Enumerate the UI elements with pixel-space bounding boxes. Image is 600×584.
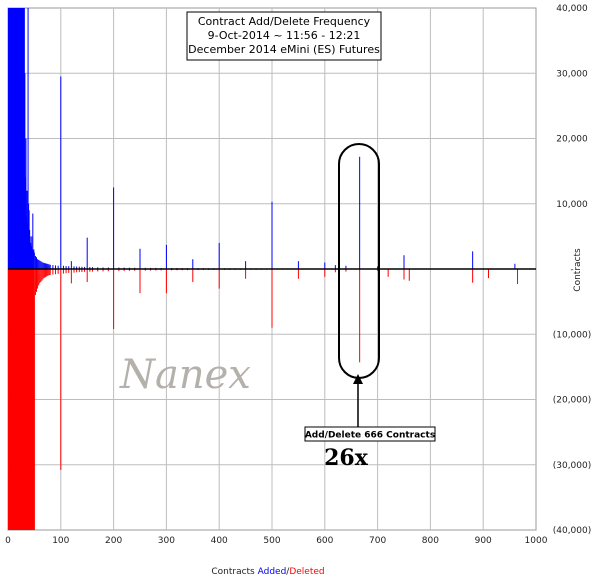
chart-title-line-3: December 2014 eMini (ES) Futures xyxy=(188,43,380,56)
x-axis-title-prefix: Contracts xyxy=(211,567,257,577)
x-tick-label: 900 xyxy=(475,536,492,546)
y-tick-label: (20,000) xyxy=(553,396,592,406)
x-tick-label: 400 xyxy=(211,536,228,546)
y-tick-label: (30,000) xyxy=(553,461,592,471)
y-axis-ticks: 40,000 30,000 20,000 10,000 - (10,000) (20,000… xyxy=(553,4,592,536)
callout-label: Add/Delete 666 Contracts xyxy=(305,431,435,441)
chart-title-line-1: Contract Add/Delete Frequency xyxy=(198,15,371,28)
x-tick-label: 300 xyxy=(158,536,175,546)
x-tick-label: 1000 xyxy=(525,536,548,546)
y-tick-label: (40,000) xyxy=(553,526,592,536)
x-tick-label: 800 xyxy=(422,536,439,546)
y-tick-label: - xyxy=(570,265,573,275)
callout-arrow-head xyxy=(353,374,363,384)
series-deleted xyxy=(8,269,519,530)
x-tick-label: 0 xyxy=(5,536,11,546)
x-tick-label: 200 xyxy=(105,536,122,546)
x-axis-title: Contracts Added/Deleted xyxy=(211,567,324,577)
watermark: Nanex xyxy=(119,352,251,398)
x-tick-label: 500 xyxy=(263,536,280,546)
chart-title-line-2: 9-Oct-2014 ~ 11:56 - 12:21 xyxy=(208,29,361,42)
x-tick-label: 600 xyxy=(316,536,333,546)
y-tick-label: 40,000 xyxy=(556,4,588,14)
y-axis-title: Contracts xyxy=(573,248,583,292)
x-axis-ticks: 0 100 200 300 400 500 600 700 800 900 1000 xyxy=(5,536,548,546)
x-axis-title-deleted: Deleted xyxy=(289,567,324,577)
y-tick-label: 30,000 xyxy=(556,69,588,79)
x-tick-label: 700 xyxy=(369,536,386,546)
y-tick-label: 10,000 xyxy=(556,200,588,210)
multiplier-note: 26x xyxy=(324,445,369,471)
callout-box xyxy=(304,426,436,442)
y-tick-label: 20,000 xyxy=(556,135,588,145)
title-box xyxy=(186,11,382,61)
x-axis-title-slash: / xyxy=(286,567,290,577)
x-axis-title-added: Added xyxy=(258,567,287,577)
x-tick-label: 100 xyxy=(52,536,69,546)
y-tick-label: (10,000) xyxy=(553,330,592,340)
